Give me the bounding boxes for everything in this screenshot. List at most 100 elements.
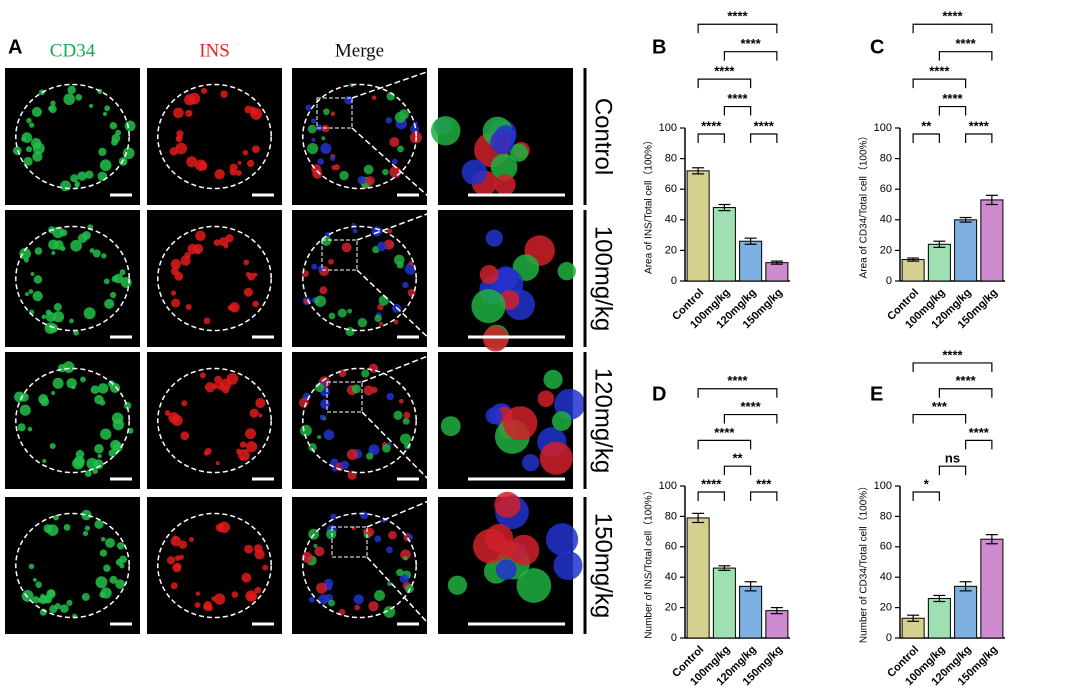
- cell-blob: [199, 372, 206, 379]
- cell-blob: [400, 549, 411, 560]
- cell-blob: [539, 441, 573, 475]
- image-tile: [147, 352, 282, 489]
- bar: [739, 240, 763, 282]
- cell-blob: [379, 321, 384, 326]
- cell-blob: [399, 574, 410, 584]
- column-label: CD34: [50, 40, 96, 61]
- cell-blob: [330, 111, 336, 117]
- cell-blob: [323, 108, 330, 116]
- cell-blob: [176, 130, 184, 138]
- y-tick-label: 80: [665, 510, 677, 522]
- cell-blob: [249, 408, 259, 418]
- cell-blob: [21, 589, 34, 602]
- cell-blob: [94, 519, 104, 529]
- cell-blob: [164, 410, 171, 416]
- cell-blob: [363, 164, 374, 175]
- cell-blob: [225, 234, 234, 243]
- cell-blob: [45, 309, 52, 316]
- islet-outline: [157, 225, 272, 332]
- significance-label: ****: [741, 399, 762, 414]
- cell-blob: [298, 397, 309, 408]
- zoom-box: [321, 239, 358, 271]
- significance-bracket: [938, 51, 993, 61]
- cell-blob: [170, 267, 179, 276]
- cell-blob: [245, 428, 256, 440]
- cell-blob: [231, 591, 239, 598]
- cell-blob: [186, 156, 198, 168]
- cell-blob: [203, 317, 211, 325]
- cell-blob: [320, 142, 332, 154]
- cell-blob: [203, 450, 210, 456]
- cell-blob: [366, 452, 374, 460]
- cell-blob: [382, 168, 389, 176]
- zoom-line: [356, 269, 439, 348]
- cell-blob: [243, 287, 253, 297]
- y-tick-label: 40: [880, 571, 892, 583]
- cell-blob: [84, 525, 91, 531]
- y-tick-label: 60: [880, 541, 892, 553]
- cell-blob: [314, 295, 327, 308]
- significance-label: ****: [741, 36, 762, 51]
- cell-blob: [104, 298, 115, 309]
- cell-blob: [81, 592, 90, 601]
- cell-blob: [360, 511, 369, 520]
- row-label: 100mg/kg: [590, 226, 617, 331]
- cell-blob: [19, 247, 32, 260]
- cell-blob: [328, 312, 336, 320]
- cell-blob: [200, 87, 208, 94]
- cell-blob: [195, 159, 207, 172]
- panel-label: E: [870, 383, 883, 405]
- cell-blob: [32, 291, 43, 302]
- cell-blob: [213, 239, 221, 246]
- cell-blob: [124, 120, 136, 132]
- cell-blob: [386, 392, 395, 401]
- cell-blob: [83, 307, 96, 320]
- cell-blob: [300, 424, 312, 437]
- cell-blob: [394, 111, 406, 123]
- cell-blob: [109, 575, 118, 584]
- cell-blob: [369, 448, 374, 453]
- cell-blob: [194, 602, 201, 608]
- significance-bracket: [965, 439, 993, 450]
- cell-blob: [403, 555, 408, 561]
- y-tick-label: 100: [874, 122, 892, 134]
- significance-label: ****: [701, 476, 722, 491]
- zoom-line: [361, 411, 439, 490]
- cell-blob: [84, 470, 92, 478]
- cell-blob: [40, 593, 46, 599]
- cell-blob: [82, 231, 91, 240]
- cell-blob: [323, 429, 335, 441]
- y-tick-label: 80: [880, 153, 892, 165]
- y-tick-label: 60: [665, 541, 677, 553]
- cell-blob: [38, 394, 49, 405]
- significance-bracket: [750, 491, 778, 501]
- bar: [712, 207, 736, 282]
- cell-blob: [111, 133, 121, 143]
- cell-blob: [34, 247, 43, 255]
- cell-blob: [24, 291, 30, 297]
- cell-blob: [70, 239, 82, 252]
- significance-label: ****: [754, 118, 775, 133]
- significance-label: ****: [929, 64, 950, 79]
- cell-blob: [243, 259, 250, 266]
- zoom-box: [331, 526, 368, 558]
- significance-label: **: [732, 451, 743, 466]
- cell-blob: [447, 575, 468, 595]
- cell-blob: [51, 391, 56, 396]
- y-tick-label: 0: [886, 632, 892, 644]
- cell-blob: [254, 549, 265, 560]
- cell-blob: [88, 103, 94, 109]
- cell-blob: [440, 416, 461, 437]
- cell-blob: [317, 265, 324, 272]
- cell-blob: [229, 168, 237, 176]
- y-tick-label: 0: [671, 275, 677, 287]
- cell-blob: [122, 147, 135, 160]
- cell-blob: [53, 514, 59, 521]
- cell-blob: [255, 397, 266, 409]
- cell-blob: [493, 266, 519, 291]
- y-axis-label: Number of INS/Total cell（100%）: [643, 485, 655, 638]
- cell-blob: [482, 325, 509, 352]
- cell-blob: [170, 290, 177, 296]
- y-tick-label: 0: [886, 275, 892, 287]
- significance-label: ns: [945, 451, 960, 466]
